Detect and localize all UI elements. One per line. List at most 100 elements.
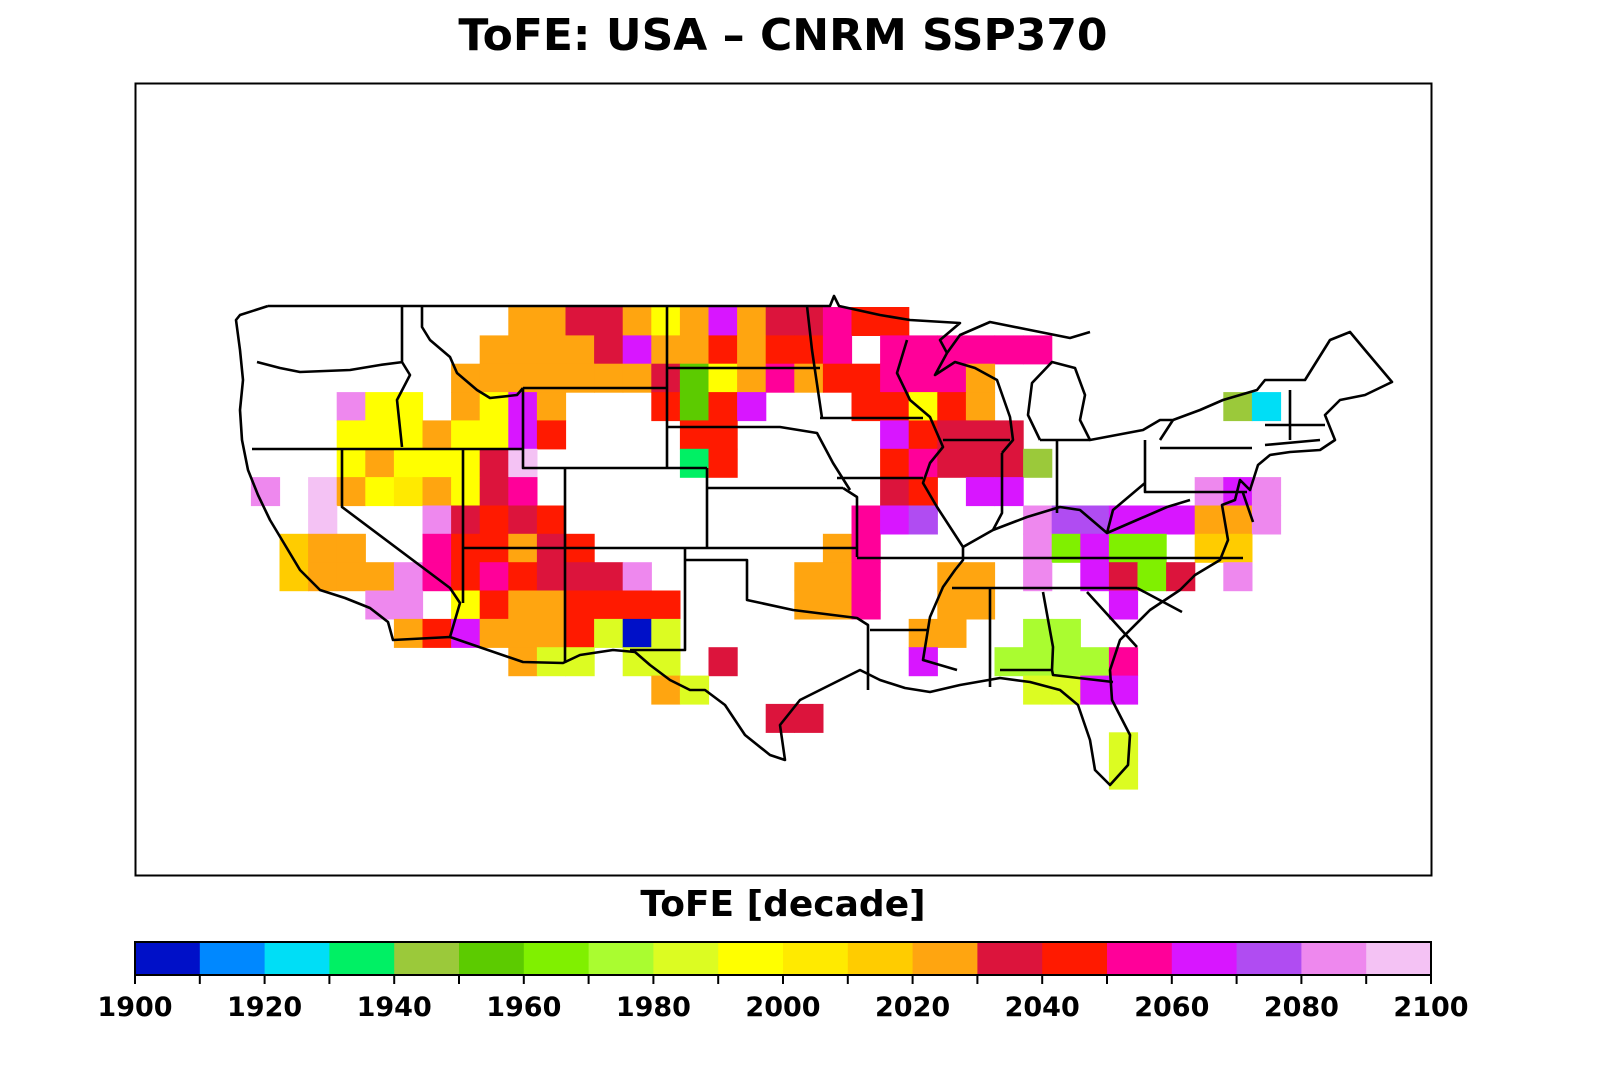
colorbar-bin: [653, 942, 719, 975]
grid-cell: [365, 562, 395, 592]
grid-cell: [1023, 647, 1053, 677]
grid-cell: [937, 392, 967, 422]
colorbar-tick-label: 2100: [1393, 992, 1468, 1023]
grid-cell: [737, 307, 767, 336]
grid-cell: [937, 618, 967, 648]
grid-cell: [851, 562, 881, 592]
grid-cell: [908, 363, 938, 393]
colorbar-bin: [912, 942, 978, 975]
grid-cell: [965, 562, 996, 592]
colorbar-bin: [135, 942, 201, 975]
grid-cell: [451, 420, 481, 450]
colorbar-tick-label: 2040: [1005, 992, 1080, 1023]
grid-cell: [622, 307, 652, 336]
grid-cell: [937, 590, 967, 620]
grid-cell: [565, 307, 595, 336]
grid-cell: [880, 307, 910, 336]
grid-cell: [393, 562, 424, 592]
grid-cell: [937, 448, 967, 478]
colorbar-bin: [783, 942, 849, 975]
grid-cell: [708, 335, 738, 365]
grid-cell: [508, 562, 538, 592]
grid-cell: [508, 477, 538, 507]
grid-cell: [965, 477, 996, 507]
grid-cell: [1166, 505, 1196, 535]
grid-cell: [679, 335, 710, 365]
grid-cell: [765, 307, 795, 336]
grid-cell: [851, 590, 881, 620]
grid-cell: [308, 562, 338, 592]
grid-cell: [365, 392, 395, 422]
grid-cell: [336, 392, 366, 422]
grid-cell: [880, 420, 910, 450]
grid-cell: [451, 505, 481, 535]
grid-cell: [737, 335, 767, 365]
colorbar-bin: [1366, 942, 1432, 975]
colorbar-bin: [977, 942, 1043, 975]
grid-cell: [365, 448, 395, 478]
grid-cell: [336, 562, 366, 592]
colorbar: 1900 1920 1940 1960 1980 2000 2020 2040 2060 2080…: [97, 941, 1469, 1023]
state-lines-west: [252, 306, 857, 663]
grid-cell: [536, 335, 567, 365]
grid-cell: [451, 448, 481, 478]
grid-cell: [508, 335, 538, 365]
grid-cell: [479, 420, 509, 450]
colorbar-bin: [1171, 942, 1238, 975]
grid-cell: [679, 392, 710, 422]
colorbar-tick-label: 2020: [875, 992, 950, 1023]
colorbar-tick-label: 1940: [357, 992, 432, 1023]
grid-cell: [365, 477, 395, 507]
grid-cell: [451, 477, 481, 507]
grid-cell: [965, 363, 996, 393]
grid-cell: [594, 590, 624, 620]
grid-cell: [336, 420, 366, 450]
grid-cell: [994, 477, 1024, 507]
grid-cell: [565, 590, 595, 620]
grid-cell: [279, 562, 309, 592]
grid-cell: [822, 335, 853, 365]
colorbar-bin: [394, 942, 460, 975]
grid-cell: [908, 392, 938, 422]
colorbar-bin: [718, 942, 784, 975]
grid-cell: [708, 420, 738, 450]
grid-cell: [822, 307, 853, 336]
grid-cell: [622, 562, 652, 592]
colorbar-tick-label: 1900: [97, 992, 172, 1023]
grid-cell: [1108, 590, 1139, 620]
grid-cell: [1108, 675, 1139, 705]
grid-cell: [1251, 392, 1282, 422]
grid-cell: [308, 533, 338, 563]
grid-cell: [1051, 647, 1081, 677]
grid-cell: [594, 618, 624, 648]
grid-cell: [1023, 448, 1053, 478]
grid-cell: [565, 562, 595, 592]
grid-cell: [794, 562, 824, 592]
grid-cell: [937, 363, 967, 393]
grid-cell: [651, 675, 681, 705]
grid-cell: [1080, 562, 1110, 592]
grid-cell: [479, 562, 509, 592]
grid-cell: [1223, 562, 1253, 592]
colorbar-bin: [847, 942, 914, 975]
grid-cell: [622, 590, 652, 620]
colorbar-tick-label: 2000: [745, 992, 820, 1023]
grid-cell: [479, 505, 509, 535]
colorbar-tick-label: 2080: [1264, 992, 1339, 1023]
colorbar-label: ToFE [decade]: [640, 884, 926, 925]
grid-cell: [679, 420, 710, 450]
grid-cell: [965, 335, 996, 365]
grid-cell: [393, 420, 424, 450]
grid-cell: [765, 335, 795, 365]
grid-cell: [908, 618, 938, 648]
grid-cell: [422, 618, 452, 648]
grid-cell: [851, 392, 881, 422]
grid-cell: [651, 647, 681, 677]
grid-cell: [1251, 505, 1282, 535]
grid-cell: [536, 392, 567, 422]
grid-cell: [1023, 675, 1053, 705]
grid-cell: [965, 392, 996, 422]
colorbar-tick-label: 1960: [486, 992, 561, 1023]
grid-cell: [308, 477, 338, 507]
